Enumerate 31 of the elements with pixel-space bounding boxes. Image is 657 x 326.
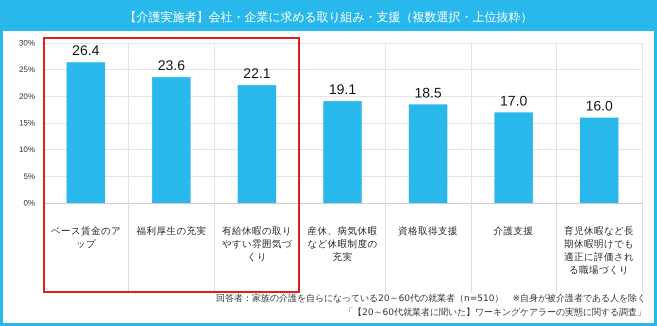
y-tick-label: 15% [18, 118, 35, 128]
text: 「【20～60代就業者に聞いた】ワーキングケアラーの実態に関する調査」 [343, 306, 646, 320]
bar [238, 85, 276, 203]
y-tick-label: 10% [18, 145, 35, 154]
y-tick-label: 5% [23, 172, 35, 181]
y-tick-label: 0% [23, 198, 35, 208]
x-tick-label: 有給休暇の取りやすい雰囲気づくり [222, 225, 293, 263]
data-label: 22.1 [243, 65, 271, 82]
bar [323, 101, 362, 203]
x-tick-label: 介護支援 [494, 225, 534, 237]
data-label: 17.0 [500, 92, 528, 108]
bar [66, 62, 106, 203]
bar [408, 104, 448, 203]
x-tick-label: 福利厚生の充実 [136, 225, 206, 237]
bar [494, 112, 533, 203]
x-tick-label: 産休、病気休暇など休暇制度の充実 [308, 225, 378, 263]
y-tick-label: 25% [18, 65, 35, 74]
text: 回答者：家族の介護を自らになっている20～60代の就業者（n=510） ※自身が被介護者である人を除く [216, 292, 646, 306]
data-label: 19.1 [328, 81, 356, 98]
data-label: 23.6 [158, 57, 186, 74]
y-tick-label: 20% [18, 92, 35, 101]
x-tick-label: ベース賃金のアップ [50, 225, 121, 250]
bar [580, 118, 618, 203]
data-label: 26.4 [72, 42, 100, 58]
x-tick-label: 育児休暇など長期休暇明けでも適正に評価される職場づくり [564, 225, 634, 276]
chart-title: 【介護実施者】会社・企業に求める取り組み・支援（複数選択・上位抜粋） [3, 3, 654, 31]
x-tick-label: 資格取得支援 [398, 225, 458, 237]
y-tick-label: 30% [18, 38, 35, 48]
bar [152, 77, 191, 203]
data-label: 18.5 [414, 84, 442, 100]
data-label: 16.0 [586, 98, 614, 114]
